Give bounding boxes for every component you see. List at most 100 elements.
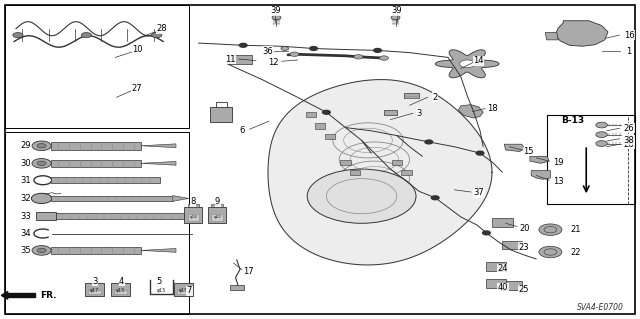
- Circle shape: [483, 231, 490, 235]
- Circle shape: [307, 169, 416, 223]
- Text: 12: 12: [268, 58, 278, 67]
- Circle shape: [596, 132, 607, 137]
- Text: FR.: FR.: [40, 291, 56, 300]
- Circle shape: [37, 248, 46, 253]
- Polygon shape: [268, 79, 492, 265]
- Bar: [384, 110, 397, 115]
- Circle shape: [539, 246, 562, 258]
- Text: B-13: B-13: [561, 116, 584, 125]
- Bar: [306, 112, 316, 117]
- Text: SVA4-E0700: SVA4-E0700: [577, 303, 624, 312]
- Text: 4: 4: [119, 277, 124, 286]
- Circle shape: [476, 151, 484, 155]
- Polygon shape: [556, 21, 608, 46]
- Bar: [5, 132, 189, 314]
- Text: 29: 29: [20, 141, 31, 150]
- Text: 22: 22: [571, 248, 581, 257]
- Polygon shape: [1, 292, 8, 299]
- Bar: [547, 115, 635, 204]
- Polygon shape: [141, 249, 176, 252]
- Bar: [230, 285, 244, 290]
- Bar: [492, 218, 513, 227]
- Text: 30: 30: [20, 159, 31, 168]
- Bar: [325, 134, 335, 139]
- Polygon shape: [545, 33, 558, 40]
- Text: 1: 1: [627, 47, 632, 56]
- Circle shape: [596, 141, 607, 146]
- Bar: [208, 207, 226, 223]
- Bar: [188, 204, 199, 207]
- Text: 18: 18: [488, 104, 498, 113]
- Text: 28: 28: [156, 24, 166, 33]
- Text: 38: 38: [624, 136, 634, 145]
- Bar: [486, 279, 506, 288]
- Bar: [502, 281, 522, 290]
- Text: φ15: φ15: [179, 288, 188, 293]
- Text: 23: 23: [518, 243, 529, 252]
- Text: 26: 26: [624, 140, 634, 149]
- Text: φ17: φ17: [90, 288, 99, 293]
- Bar: [114, 290, 127, 294]
- Circle shape: [13, 33, 23, 38]
- Polygon shape: [141, 161, 176, 165]
- Text: 14: 14: [474, 56, 484, 65]
- Text: 20: 20: [520, 224, 530, 233]
- Text: 34: 34: [20, 229, 31, 238]
- Circle shape: [596, 122, 607, 128]
- Circle shape: [391, 15, 400, 20]
- Bar: [174, 283, 193, 296]
- Bar: [51, 160, 141, 167]
- Circle shape: [272, 15, 281, 20]
- Text: 5: 5: [156, 277, 161, 286]
- Bar: [404, 93, 419, 98]
- Text: 40: 40: [498, 283, 508, 292]
- Circle shape: [32, 141, 51, 151]
- Text: 24: 24: [498, 264, 508, 273]
- Text: 11: 11: [225, 55, 236, 63]
- Circle shape: [380, 56, 388, 60]
- Circle shape: [37, 161, 46, 166]
- Text: 33: 33: [20, 212, 31, 221]
- Circle shape: [32, 159, 51, 168]
- Bar: [177, 290, 190, 294]
- Bar: [85, 283, 104, 296]
- Bar: [51, 177, 160, 183]
- Text: φ22: φ22: [214, 215, 221, 219]
- Polygon shape: [530, 156, 549, 163]
- Circle shape: [431, 196, 439, 200]
- Circle shape: [32, 246, 51, 255]
- Text: 31: 31: [20, 176, 31, 185]
- Circle shape: [290, 52, 299, 56]
- Polygon shape: [173, 196, 189, 201]
- Text: φ15: φ15: [157, 288, 166, 293]
- Bar: [184, 207, 202, 223]
- Text: 37: 37: [474, 189, 484, 197]
- Bar: [5, 5, 189, 128]
- Text: 35: 35: [20, 246, 31, 255]
- Bar: [486, 262, 506, 271]
- Bar: [111, 283, 130, 296]
- Text: 6: 6: [239, 126, 244, 135]
- Circle shape: [37, 144, 46, 148]
- Bar: [340, 160, 351, 165]
- Text: 3: 3: [417, 109, 422, 118]
- Circle shape: [425, 140, 433, 144]
- Bar: [350, 170, 360, 175]
- Text: 26: 26: [624, 124, 634, 133]
- Text: φ15: φ15: [116, 288, 125, 293]
- Circle shape: [31, 193, 52, 204]
- Text: 13: 13: [553, 177, 563, 186]
- Circle shape: [239, 43, 247, 47]
- Circle shape: [354, 55, 363, 59]
- Circle shape: [539, 224, 562, 235]
- Circle shape: [460, 60, 475, 68]
- Bar: [88, 290, 101, 294]
- Circle shape: [281, 47, 289, 50]
- Bar: [315, 123, 325, 129]
- Polygon shape: [531, 171, 550, 179]
- Text: 32: 32: [20, 194, 31, 203]
- Text: 25: 25: [518, 285, 529, 294]
- Text: φ18: φ18: [190, 215, 198, 219]
- Bar: [211, 204, 223, 207]
- Bar: [51, 142, 141, 150]
